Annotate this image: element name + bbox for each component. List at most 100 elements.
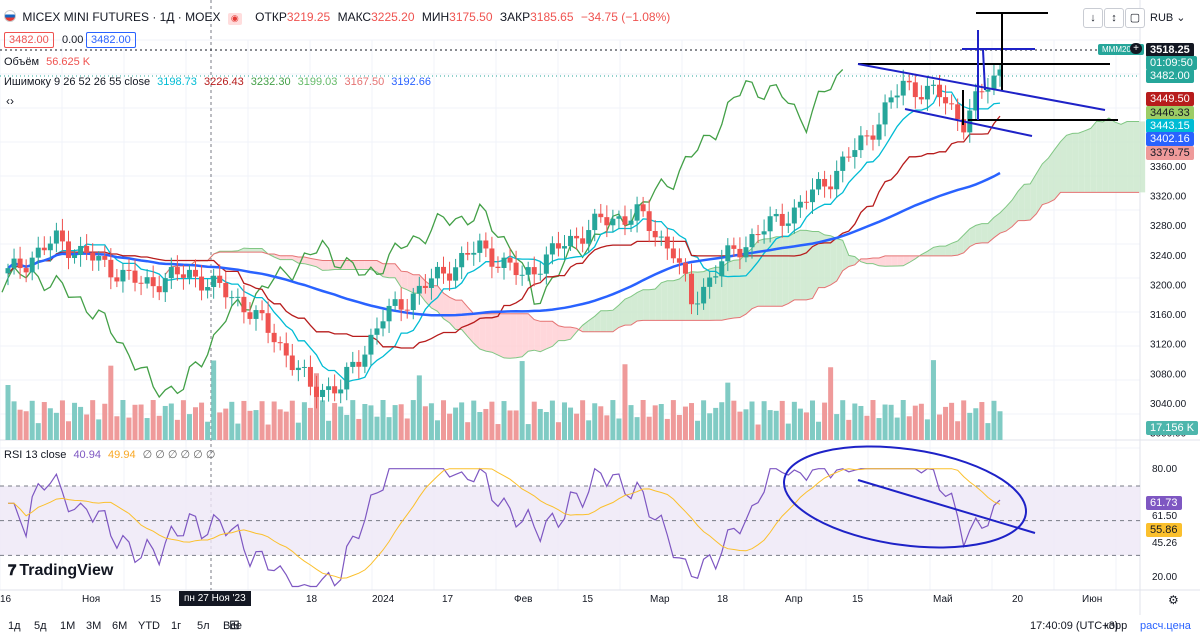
volume-bar [416, 375, 422, 440]
candle-body [531, 267, 537, 275]
timeframe-button[interactable]: 3М [86, 620, 102, 632]
candle-body [634, 204, 640, 221]
cloud-segment [733, 259, 740, 318]
volume-bar [513, 410, 519, 440]
candle-body [586, 230, 592, 244]
volume-bar [525, 424, 531, 440]
ichimoku-sma: 3192.66 [391, 76, 432, 88]
candle-body [211, 275, 217, 288]
add-alert-icon[interactable]: + [1130, 43, 1142, 54]
trendline [982, 49, 986, 91]
time-tick-label: 15 [582, 594, 594, 605]
rsi-value: 40.94 [73, 449, 101, 461]
volume-bar [380, 400, 386, 440]
volume-bar [247, 410, 253, 440]
ichimoku-kijun: 3226.43 [203, 76, 244, 88]
candle-body [162, 278, 168, 293]
candle-body [398, 299, 404, 310]
settings-square-icon[interactable]: ▢ [1125, 8, 1145, 28]
timeframe-button[interactable]: 1М [60, 620, 76, 632]
volume-bar [997, 411, 1003, 440]
timeframe-button[interactable]: 1д [8, 620, 21, 632]
candle-body [35, 247, 41, 258]
timeframe-button[interactable]: 5д [34, 620, 47, 632]
volume-bar [785, 423, 791, 440]
cloud-segment [715, 267, 722, 321]
eye-icon[interactable]: ◉ [227, 13, 242, 25]
corr-toggle[interactable]: корр [1104, 620, 1128, 632]
ichimoku-span-a: 3199.03 [297, 76, 338, 88]
calc-price-toggle[interactable]: расч.цена [1140, 620, 1191, 632]
volume-bar [816, 421, 822, 440]
volume-bar [17, 409, 23, 440]
candle-body [743, 247, 749, 258]
timeframe-button[interactable]: YTD [138, 620, 160, 632]
volume-bar [102, 403, 108, 440]
volume-bar [561, 402, 567, 440]
candle-body [144, 277, 150, 284]
date-range-icon[interactable]: ⊞ [229, 617, 240, 632]
currency-select[interactable]: RUB ⌄ [1150, 11, 1186, 24]
low-label: МИН [421, 10, 450, 24]
volume-bar [779, 400, 785, 440]
candle-body [749, 234, 755, 248]
settings-gear-icon[interactable]: ⚙ [1168, 593, 1179, 607]
candle-body [519, 274, 525, 276]
cloud-segment [564, 327, 571, 341]
cloud-segment [1114, 122, 1121, 193]
tradingview-logo[interactable]: 𝟕 TradingView [8, 562, 113, 580]
candle-body [973, 91, 979, 111]
volume-bar [501, 401, 507, 440]
candle-body [72, 254, 78, 259]
rsi-trendline [857, 479, 1036, 534]
time-tick-label: 16 [0, 594, 12, 605]
sell-button[interactable]: 3482.00 [4, 32, 54, 48]
cloud-segment [407, 271, 414, 293]
span-b-badge: 3379.75 [1146, 146, 1194, 160]
candle-body [307, 366, 313, 387]
arrow-down-icon[interactable]: ↓ [1083, 8, 1103, 28]
cloud-segment [534, 319, 541, 352]
timeframe-button[interactable]: 5л [197, 620, 210, 632]
candle-body [441, 266, 447, 274]
volume-bar [955, 421, 961, 440]
rsi-tick-45: 45.26 [1152, 538, 1178, 549]
collapse-legend-icon[interactable]: ‹› [6, 94, 14, 108]
arrow-up-icon[interactable]: ↕ [1104, 8, 1124, 28]
cloud-segment [582, 320, 589, 332]
volume-bar [737, 411, 743, 440]
symbol-title[interactable]: MICEX MINI FUTURES · 1Д · MOEX [22, 10, 221, 24]
candle-body [695, 303, 701, 305]
timeframe-button[interactable]: Все [223, 620, 242, 632]
candle-body [525, 267, 531, 275]
volume-bar [144, 418, 150, 440]
cloud-segment [643, 289, 650, 321]
candle-body [380, 321, 386, 329]
candle-body [840, 156, 846, 171]
volume-value: 56.625 K [46, 56, 91, 68]
candle-body [489, 248, 495, 267]
cloud-segment [443, 293, 450, 323]
timeframe-button[interactable]: 6М [112, 620, 128, 632]
rsi-line [8, 467, 1001, 588]
flag-icon [4, 10, 16, 22]
candle-body [912, 82, 918, 98]
volume-bar [568, 407, 574, 440]
clock-time[interactable]: 17:40:09 (UTC+3) [1030, 620, 1119, 632]
volume-bar [217, 412, 223, 440]
volume-bar [888, 404, 894, 440]
buy-button[interactable]: 3482.00 [86, 32, 136, 48]
timeframe-button[interactable]: 1г [171, 620, 182, 632]
volume-bar [652, 405, 658, 440]
cloud-segment [340, 260, 347, 270]
volume-bar [900, 400, 906, 440]
volume-bar [434, 420, 440, 440]
volume-bar [174, 419, 180, 440]
candle-body [120, 269, 126, 282]
volume-bar [211, 360, 217, 440]
volume-bar [961, 400, 967, 440]
candle-body [937, 84, 943, 98]
candle-body [985, 89, 991, 92]
candle-body [755, 234, 761, 236]
